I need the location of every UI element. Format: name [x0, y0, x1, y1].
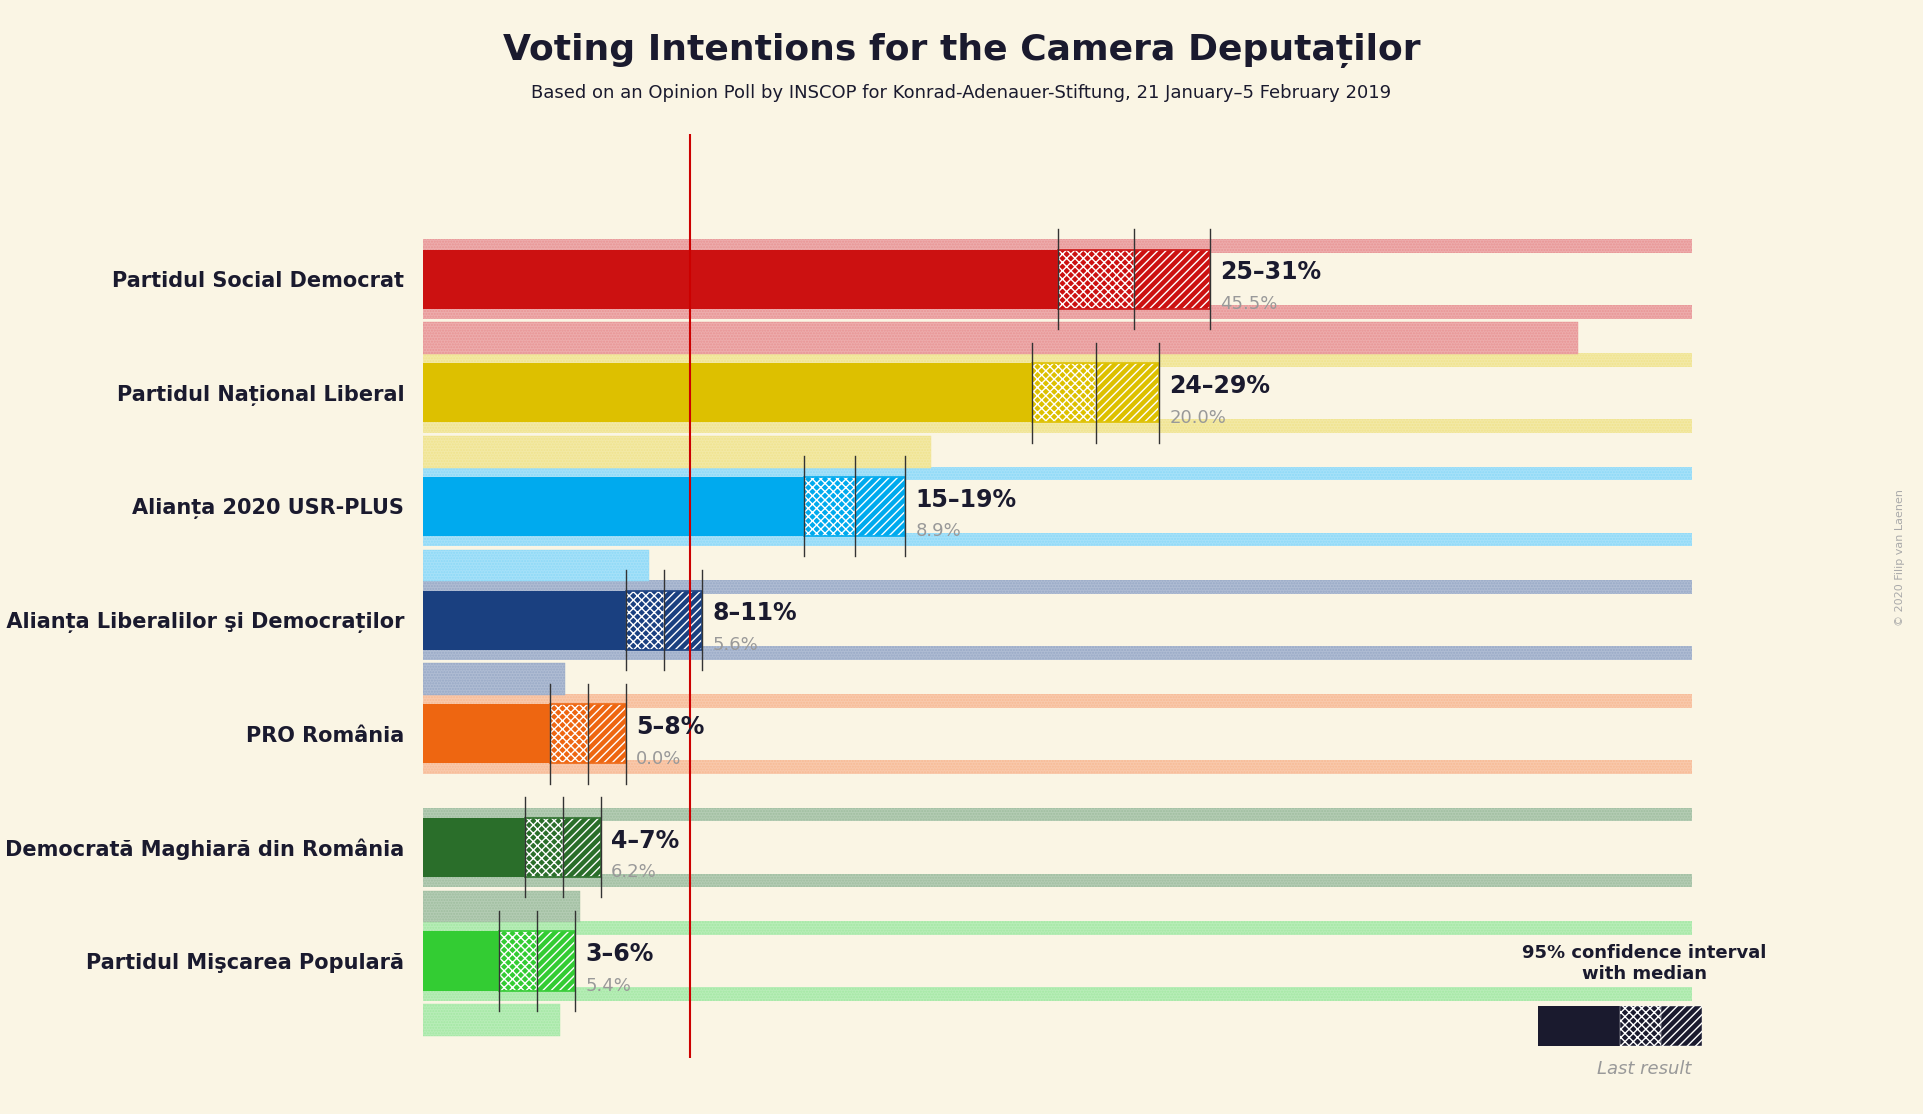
Bar [1135, 250, 1210, 309]
Bar [423, 549, 648, 582]
Bar [423, 240, 1692, 253]
Bar [423, 818, 525, 877]
Bar [525, 818, 563, 877]
Bar [1621, 1006, 1661, 1046]
Bar [423, 477, 804, 536]
Bar [423, 921, 1692, 935]
Bar [423, 305, 1692, 319]
Bar [423, 760, 1692, 773]
Bar [588, 704, 627, 763]
Bar [423, 353, 1692, 367]
Bar [423, 436, 931, 468]
Bar [423, 436, 931, 468]
Text: © 2020 Filip van Laenen: © 2020 Filip van Laenen [1894, 489, 1906, 625]
Text: 0.0%: 0.0% [637, 750, 681, 768]
Bar [423, 322, 1579, 354]
Bar [500, 931, 537, 990]
Bar [423, 760, 1692, 773]
Bar [423, 322, 1579, 354]
Bar [563, 818, 600, 877]
Bar [588, 704, 627, 763]
Bar [1661, 1006, 1702, 1046]
Bar [423, 704, 550, 763]
Bar [423, 467, 1692, 480]
Bar [423, 532, 1692, 546]
Bar [423, 353, 1692, 367]
Bar [550, 704, 588, 763]
Bar [1135, 250, 1210, 309]
Bar [1058, 250, 1135, 309]
Bar [423, 580, 1692, 594]
Bar [423, 873, 1692, 887]
Bar [1058, 250, 1135, 309]
Text: Last result: Last result [1596, 1061, 1692, 1078]
Bar [525, 818, 563, 877]
Text: 15–19%: 15–19% [915, 488, 1017, 511]
Text: 6.2%: 6.2% [612, 863, 656, 881]
Bar [423, 646, 1692, 659]
Bar [423, 419, 1692, 432]
Bar [500, 931, 537, 990]
Bar [537, 931, 575, 990]
Bar [423, 363, 1033, 422]
Text: 5.6%: 5.6% [712, 636, 758, 654]
Bar [423, 921, 1692, 935]
Text: 8.9%: 8.9% [915, 522, 962, 540]
Bar [423, 305, 1692, 319]
Bar [423, 663, 565, 695]
Bar [423, 987, 1692, 1000]
Bar [423, 931, 500, 990]
Bar [1621, 1006, 1661, 1046]
Bar [423, 250, 1058, 309]
Bar [1096, 363, 1160, 422]
Bar [423, 240, 1692, 253]
Bar [423, 419, 1692, 432]
Bar [663, 590, 702, 649]
Bar [423, 890, 581, 922]
Bar [1661, 1006, 1702, 1046]
Bar [423, 808, 1692, 821]
Bar [423, 873, 1692, 887]
Text: 4–7%: 4–7% [612, 829, 679, 852]
Bar [804, 477, 854, 536]
Bar [627, 590, 663, 649]
Bar [423, 467, 1692, 480]
Bar [854, 477, 906, 536]
Bar [563, 818, 600, 877]
Bar [537, 931, 575, 990]
Bar [423, 663, 565, 695]
Text: 95% confidence interval
with median: 95% confidence interval with median [1521, 945, 1767, 983]
Bar [854, 477, 906, 536]
Bar [423, 532, 1692, 546]
Bar [423, 580, 1692, 594]
Bar [423, 890, 581, 922]
Bar [550, 704, 588, 763]
Bar [423, 808, 1692, 821]
Bar [1033, 363, 1096, 422]
Bar [804, 477, 854, 536]
Text: Voting Intentions for the Camera Deputaților: Voting Intentions for the Camera Deputaț… [502, 33, 1421, 68]
Text: 3–6%: 3–6% [585, 942, 654, 966]
Bar [627, 590, 663, 649]
Text: 20.0%: 20.0% [1169, 409, 1227, 427]
Text: 24–29%: 24–29% [1169, 374, 1271, 398]
Text: 45.5%: 45.5% [1219, 295, 1277, 313]
Bar [423, 694, 1692, 707]
Text: Based on an Opinion Poll by INSCOP for Konrad-Adenauer-Stiftung, 21 January–5 Fe: Based on an Opinion Poll by INSCOP for K… [531, 84, 1392, 101]
Bar [1033, 363, 1096, 422]
Text: 5.4%: 5.4% [585, 977, 631, 995]
Bar [1096, 363, 1160, 422]
Bar [423, 549, 648, 582]
Bar [423, 1004, 560, 1036]
Bar [423, 987, 1692, 1000]
Bar [423, 1004, 560, 1036]
Bar [423, 646, 1692, 659]
Text: 5–8%: 5–8% [637, 715, 704, 739]
Text: 8–11%: 8–11% [712, 602, 796, 625]
Bar [423, 590, 627, 649]
Bar [663, 590, 702, 649]
Bar [1538, 1006, 1621, 1046]
Text: 25–31%: 25–31% [1219, 261, 1321, 284]
Bar [423, 694, 1692, 707]
